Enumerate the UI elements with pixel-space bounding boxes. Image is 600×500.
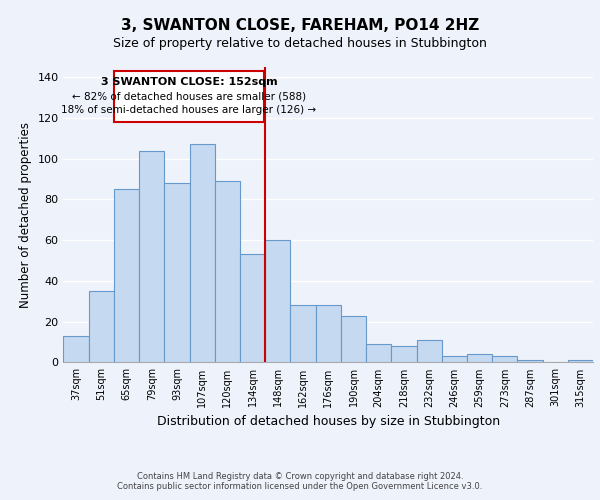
Bar bbox=[366, 344, 391, 362]
Bar bbox=[114, 189, 139, 362]
Text: 3, SWANTON CLOSE, FAREHAM, PO14 2HZ: 3, SWANTON CLOSE, FAREHAM, PO14 2HZ bbox=[121, 18, 479, 32]
Bar bbox=[391, 346, 416, 362]
Bar bbox=[341, 316, 366, 362]
Bar bbox=[290, 306, 316, 362]
X-axis label: Distribution of detached houses by size in Stubbington: Distribution of detached houses by size … bbox=[157, 415, 500, 428]
Bar bbox=[517, 360, 542, 362]
Bar bbox=[139, 150, 164, 362]
Y-axis label: Number of detached properties: Number of detached properties bbox=[19, 122, 32, 308]
Bar bbox=[316, 306, 341, 362]
Bar bbox=[190, 144, 215, 362]
Bar bbox=[215, 181, 240, 362]
Bar bbox=[89, 291, 114, 362]
FancyBboxPatch shape bbox=[114, 71, 264, 122]
Bar bbox=[64, 336, 89, 362]
Bar bbox=[568, 360, 593, 362]
Text: Contains public sector information licensed under the Open Government Licence v3: Contains public sector information licen… bbox=[118, 482, 482, 491]
Text: Contains HM Land Registry data © Crown copyright and database right 2024.: Contains HM Land Registry data © Crown c… bbox=[137, 472, 463, 481]
Bar bbox=[467, 354, 492, 362]
Bar bbox=[240, 254, 265, 362]
Bar bbox=[492, 356, 517, 362]
Bar bbox=[442, 356, 467, 362]
Text: ← 82% of detached houses are smaller (588): ← 82% of detached houses are smaller (58… bbox=[72, 92, 306, 102]
Bar bbox=[164, 183, 190, 362]
Text: 18% of semi-detached houses are larger (126) →: 18% of semi-detached houses are larger (… bbox=[61, 104, 317, 115]
Text: Size of property relative to detached houses in Stubbington: Size of property relative to detached ho… bbox=[113, 38, 487, 51]
Text: 3 SWANTON CLOSE: 152sqm: 3 SWANTON CLOSE: 152sqm bbox=[101, 77, 277, 87]
Bar bbox=[416, 340, 442, 362]
Bar bbox=[265, 240, 290, 362]
